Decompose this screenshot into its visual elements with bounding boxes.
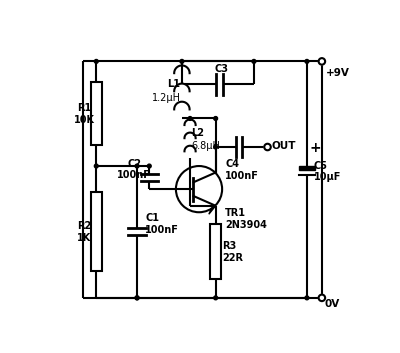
Text: L2: L2 [192, 128, 204, 138]
Text: R3
22R: R3 22R [222, 241, 244, 263]
Circle shape [305, 60, 309, 63]
Bar [91, 192, 102, 271]
Polygon shape [209, 206, 216, 214]
Text: 1.2μH: 1.2μH [152, 93, 180, 103]
Text: C2
100nF: C2 100nF [117, 158, 151, 180]
Circle shape [94, 164, 98, 168]
Bar [210, 224, 221, 280]
Circle shape [264, 144, 271, 150]
Text: +9V: +9V [326, 68, 350, 78]
Circle shape [180, 60, 184, 63]
Text: C1
100nF: C1 100nF [145, 213, 179, 235]
Text: R1
10K: R1 10K [74, 103, 94, 125]
Circle shape [135, 164, 139, 168]
Circle shape [214, 296, 218, 300]
Circle shape [94, 60, 98, 63]
Circle shape [135, 296, 139, 300]
Circle shape [214, 116, 218, 120]
Bar [91, 82, 102, 145]
Text: 6.8μH: 6.8μH [192, 141, 220, 151]
Text: L1: L1 [168, 79, 180, 90]
Text: C3: C3 [215, 64, 229, 74]
Circle shape [147, 164, 151, 168]
Text: +: + [309, 141, 321, 155]
Text: C4
100nF: C4 100nF [225, 159, 259, 181]
Text: TR1
2N3904: TR1 2N3904 [225, 208, 267, 230]
Text: R2
1K: R2 1K [77, 221, 91, 243]
Text: C5
10μF: C5 10μF [314, 161, 341, 182]
Text: OUT: OUT [272, 140, 296, 151]
Text: 0V: 0V [324, 299, 340, 309]
Circle shape [319, 295, 325, 301]
Circle shape [188, 116, 192, 120]
Circle shape [252, 60, 256, 63]
Circle shape [319, 58, 325, 65]
Circle shape [305, 296, 309, 300]
Bar [299, 166, 315, 169]
Circle shape [214, 145, 218, 149]
Circle shape [135, 296, 139, 300]
